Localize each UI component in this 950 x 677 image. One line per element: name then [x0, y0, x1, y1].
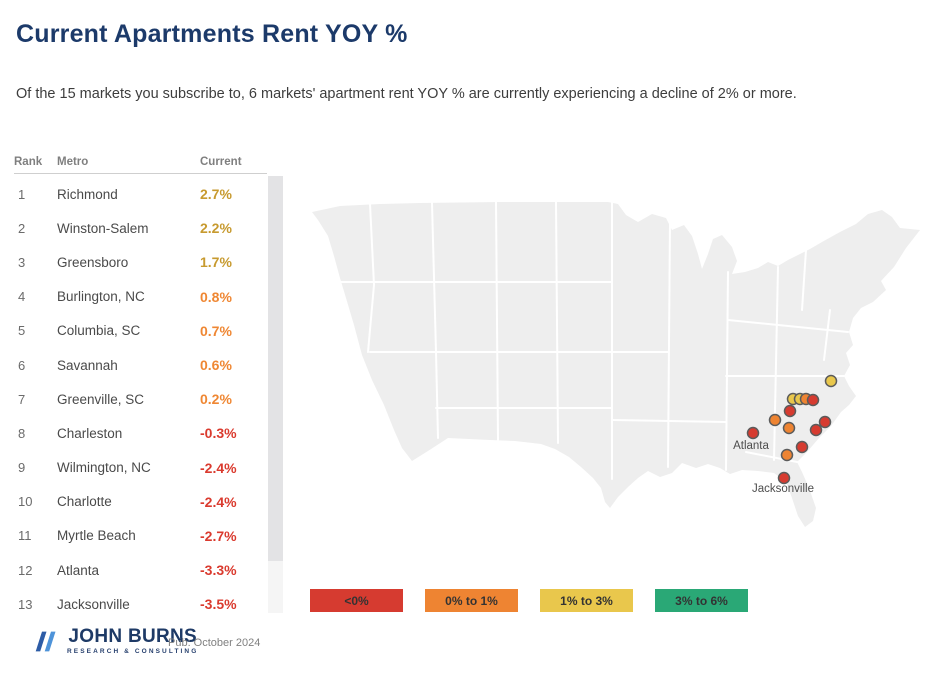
- rank-cell: 2: [18, 220, 26, 236]
- rank-cell: 1: [18, 186, 26, 202]
- metro-cell: Myrtle Beach: [57, 528, 136, 544]
- metro-cell: Jacksonville: [57, 596, 130, 612]
- map-point[interactable]: [777, 471, 791, 485]
- map-point[interactable]: [818, 415, 832, 429]
- table-row[interactable]: 1 Richmond 2.7%: [18, 177, 266, 211]
- us-map: Atlanta Jacksonville: [300, 190, 940, 580]
- metro-cell: Greensboro: [57, 254, 129, 270]
- metro-cell: Charlotte: [57, 494, 112, 510]
- map-city-label: Atlanta: [733, 440, 769, 452]
- current-cell: 2.2%: [200, 220, 232, 237]
- us-outline: [312, 202, 920, 527]
- john-burns-logo: JOHN BURNS RESEARCH & CONSULTING: [67, 627, 198, 656]
- publication-date: Pub: October 2024: [168, 637, 261, 649]
- rank-cell: 5: [18, 323, 26, 339]
- metro-cell: Wilmington, NC: [57, 460, 151, 476]
- table-row[interactable]: 6 Savannah 0.6%: [18, 348, 266, 382]
- table-row[interactable]: 9 Wilmington, NC -2.4%: [18, 451, 266, 485]
- metro-cell: Richmond: [57, 186, 118, 202]
- map-point[interactable]: [780, 448, 794, 462]
- column-current: Current: [200, 155, 242, 168]
- footer: JOHN BURNS RESEARCH & CONSULTING: [33, 627, 198, 656]
- map-point[interactable]: [809, 423, 823, 437]
- table-row[interactable]: 12 Atlanta -3.3%: [18, 553, 266, 587]
- scrollbar-thumb[interactable]: [268, 176, 283, 561]
- page-subtitle: Of the 15 markets you subscribe to, 6 ma…: [16, 86, 797, 102]
- map-city-label: Jacksonville: [752, 483, 814, 495]
- table-row[interactable]: 8 Charleston -0.3%: [18, 416, 266, 450]
- metro-cell: Atlanta: [57, 562, 100, 578]
- rank-cell: 10: [18, 494, 33, 510]
- map-point[interactable]: [783, 404, 797, 418]
- logo-subtitle: RESEARCH & CONSULTING: [67, 648, 199, 655]
- table-row[interactable]: 11 Myrtle Beach -2.7%: [18, 519, 266, 553]
- current-cell: -2.4%: [200, 493, 237, 510]
- table-header: Rank Metro Current: [14, 150, 267, 174]
- us-map-svg: Atlanta Jacksonville: [311, 201, 920, 527]
- current-cell: 0.8%: [200, 288, 232, 305]
- markets-table: 1 Richmond 2.7% 2 Winston-Salem 2.2% 3 Greensbo…: [18, 177, 266, 614]
- logo-title: JOHN BURNS: [68, 626, 197, 647]
- rank-cell: 9: [18, 460, 26, 476]
- current-cell: -3.5%: [200, 596, 237, 613]
- current-cell: 0.6%: [200, 357, 232, 374]
- rank-cell: 11: [18, 528, 32, 544]
- table-row[interactable]: 3 Greensboro 1.7%: [18, 245, 266, 279]
- map-legend: <0% 0% to 1% 1% to 3% 3% to 6%: [310, 589, 748, 612]
- current-cell: -2.7%: [200, 527, 237, 544]
- current-cell: 1.7%: [200, 254, 232, 271]
- map-point[interactable]: [795, 440, 809, 454]
- map-point[interactable]: [824, 374, 838, 388]
- rank-cell: 12: [18, 562, 33, 578]
- column-rank: Rank: [14, 155, 43, 168]
- table-row[interactable]: 4 Burlington, NC 0.8%: [18, 280, 266, 314]
- column-metro: Metro: [57, 155, 89, 168]
- current-cell: 0.7%: [200, 322, 232, 339]
- rank-cell: 8: [18, 425, 26, 441]
- john-burns-logo-icon: [35, 631, 56, 652]
- map-point[interactable]: [768, 413, 782, 427]
- table-row[interactable]: 7 Greenville, SC 0.2%: [18, 382, 266, 416]
- metro-cell: Greenville, SC: [57, 391, 145, 407]
- page-title: Current Apartments Rent YOY %: [16, 20, 408, 48]
- metro-cell: Columbia, SC: [57, 323, 141, 339]
- metro-cell: Winston-Salem: [57, 220, 149, 236]
- map-point[interactable]: [746, 426, 760, 440]
- current-cell: 0.2%: [200, 391, 232, 408]
- table-row[interactable]: 2 Winston-Salem 2.2%: [18, 211, 266, 245]
- table-row[interactable]: 5 Columbia, SC 0.7%: [18, 314, 266, 348]
- map-point[interactable]: [806, 393, 820, 407]
- rank-cell: 3: [18, 254, 26, 270]
- legend-item[interactable]: 3% to 6%: [655, 589, 748, 612]
- metro-cell: Savannah: [57, 357, 118, 373]
- state-borders: [311, 201, 849, 480]
- table-row[interactable]: 10 Charlotte -2.4%: [18, 485, 266, 519]
- current-cell: -2.4%: [200, 459, 237, 476]
- table-scrollbar[interactable]: [268, 176, 283, 613]
- current-cell: -3.3%: [200, 562, 237, 579]
- legend-item[interactable]: 1% to 3%: [540, 589, 633, 612]
- map-point[interactable]: [782, 421, 796, 435]
- rank-cell: 7: [18, 391, 26, 407]
- metro-cell: Charleston: [57, 425, 123, 441]
- legend-item[interactable]: 0% to 1%: [425, 589, 518, 612]
- metro-cell: Burlington, NC: [57, 289, 145, 305]
- current-cell: -0.3%: [200, 425, 237, 442]
- current-cell: 2.7%: [200, 186, 232, 203]
- legend-item[interactable]: <0%: [310, 589, 403, 612]
- rank-cell: 13: [18, 596, 33, 612]
- rank-cell: 4: [18, 289, 26, 305]
- table-row[interactable]: 13 Jacksonville -3.5%: [18, 587, 266, 614]
- rank-cell: 6: [18, 357, 26, 373]
